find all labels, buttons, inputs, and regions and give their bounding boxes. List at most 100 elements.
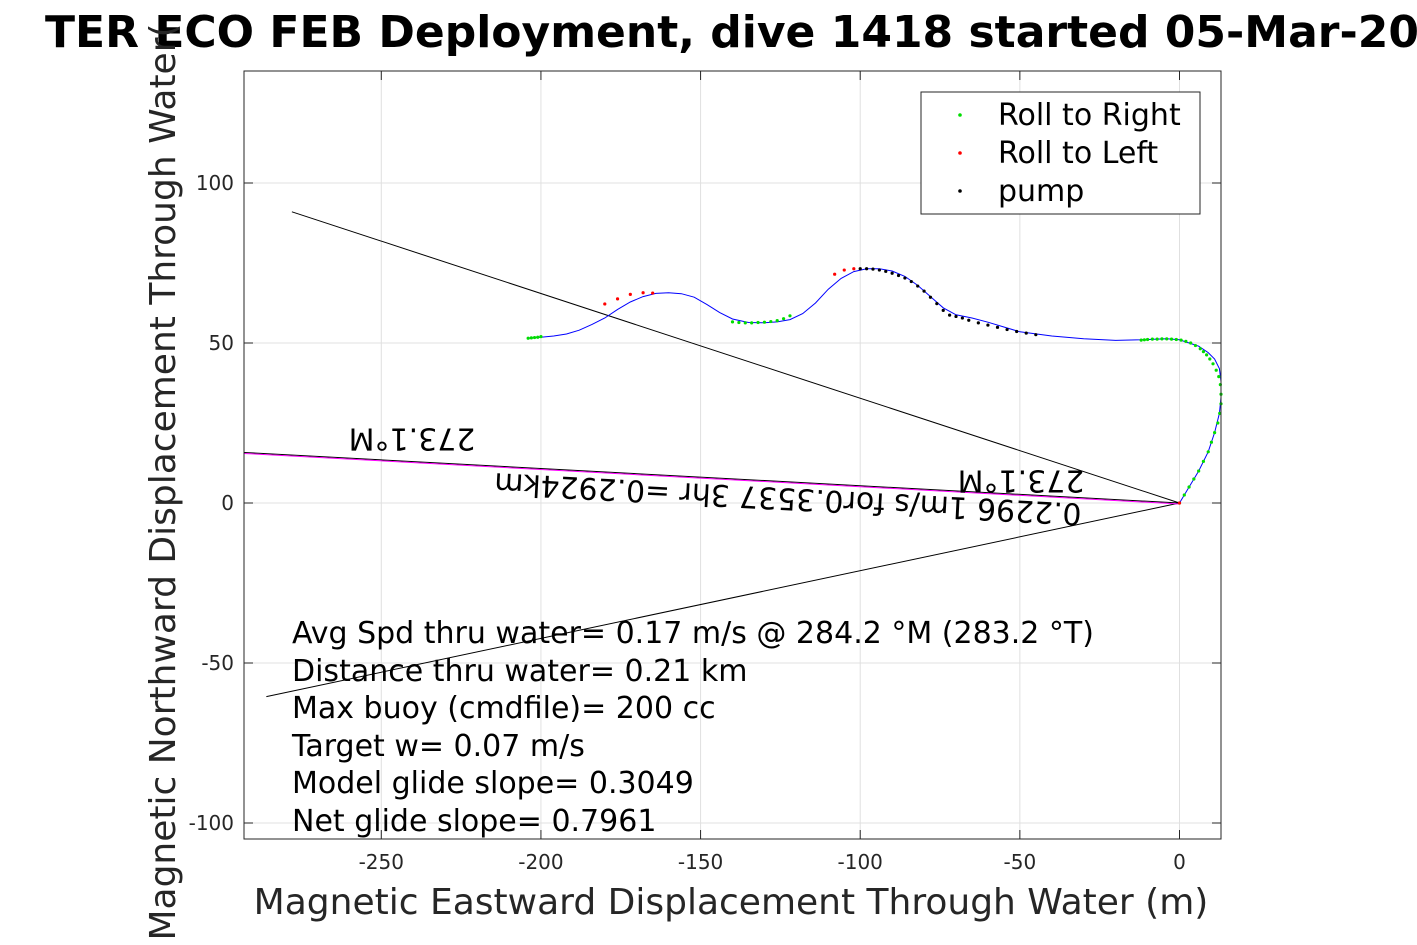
stat-distance: Distance thru water= 0.21 km (292, 654, 747, 689)
roll-right-point (1145, 337, 1150, 342)
pump-point (986, 323, 990, 327)
roll-right-point (1179, 338, 1183, 342)
reference-line (266, 502, 1180, 698)
ticks: -250 -200 -150 -100 -50 0 100 50 0 -50 -100 (189, 71, 1221, 874)
roll-right-point (1209, 440, 1214, 444)
x-tick-label: -200 (518, 850, 563, 874)
pump-point (928, 295, 933, 299)
roll-right-point (737, 320, 741, 325)
roll-right-point (750, 321, 754, 325)
pump-point (858, 267, 862, 271)
current-line (243, 452, 1180, 505)
legend-box (920, 91, 1201, 215)
roll-left-point (615, 297, 620, 301)
roll-left-point (651, 291, 655, 295)
roll-right-point (1205, 353, 1209, 357)
roll-right-point (769, 319, 773, 324)
roll-right-point (1211, 362, 1215, 366)
pump-point (909, 279, 913, 284)
roll-right-point (781, 317, 786, 321)
roll-left-point (641, 291, 645, 295)
grid (244, 71, 1221, 839)
roll-right-point (1198, 347, 1202, 351)
roll-right-point (1142, 338, 1146, 342)
pump-point (871, 267, 875, 271)
pump-point (948, 313, 952, 317)
roll-right-point (529, 336, 533, 340)
x-axis-label: Magnetic Eastward Displacement Through W… (254, 882, 1209, 923)
pump-point (960, 316, 964, 320)
x-tick-label: 0 (1173, 850, 1186, 874)
x-tick-label: -50 (1004, 850, 1037, 874)
legend: Roll to Right Roll to Left pump (920, 91, 1201, 215)
glider-track (528, 268, 1222, 504)
pump-point (864, 267, 869, 271)
roll-right-point (1174, 337, 1178, 342)
roll-right-point (1201, 350, 1206, 354)
roll-right-point (730, 320, 735, 324)
roll-right-point (1150, 337, 1154, 341)
roll-right-point (1189, 341, 1193, 345)
roll-right-point (1213, 431, 1217, 435)
pump-point (954, 314, 958, 319)
legend-label-pump: pump (998, 174, 1084, 209)
y-tick-label: -100 (189, 811, 234, 835)
roll-right-point (1139, 338, 1143, 342)
x-tick-label: -250 (359, 850, 404, 874)
roll-right-point (743, 321, 747, 325)
pump-point (967, 318, 971, 322)
legend-marker-roll-left (958, 151, 962, 155)
track-group (528, 268, 1222, 504)
pump-point (890, 271, 894, 275)
y-tick-label: 100 (196, 171, 234, 195)
roll-right-point (788, 314, 792, 318)
legend-label-roll-right: Roll to Right (998, 98, 1181, 133)
y-axis-label: Magnetic Northward Displacement Through … (143, 23, 184, 940)
roll-right-point (526, 336, 530, 340)
roll-right-point (1160, 337, 1164, 341)
x-tick-label: -150 (678, 850, 723, 874)
pump-point (1034, 333, 1038, 337)
pump-point (916, 284, 920, 288)
roll-right-point (1165, 337, 1169, 341)
x-tick-label: -100 (838, 850, 883, 874)
y-tick-label: -50 (201, 651, 234, 675)
roll-right-point (1169, 337, 1174, 341)
axes-box (243, 70, 1222, 840)
pump-point (884, 269, 888, 273)
stat-net-glide-slope: Net glide slope= 0.7961 (292, 804, 656, 839)
pump-point (976, 321, 980, 325)
chart-title: TER ECO FEB Deployment, dive 1418 starte… (45, 7, 1417, 58)
pump-point (896, 273, 901, 278)
roll-right-point (539, 335, 543, 339)
pump-point (941, 308, 945, 312)
pump-point (877, 268, 881, 272)
pump-point (935, 302, 939, 306)
pump-point (1015, 329, 1019, 334)
roll-right-point (1206, 450, 1210, 454)
roll-left-point (852, 267, 856, 271)
roll-right-point (1214, 368, 1218, 372)
pump-point (1024, 331, 1028, 335)
roll-right-point (756, 320, 760, 325)
heading-label-left: 273.1°M (349, 421, 476, 456)
roll-left-point (833, 272, 837, 276)
roll-right-point (1201, 459, 1206, 463)
stat-target-w: Target w= 0.07 m/s (291, 729, 585, 764)
reference-lines (266, 211, 1180, 698)
legend-marker-roll-right (958, 113, 962, 117)
pump-point (903, 276, 907, 280)
current-line-base (243, 451, 1180, 504)
y-tick-label: 50 (209, 331, 234, 355)
roll-right-point (1182, 493, 1186, 497)
heading-label-right: 273.1°M (958, 463, 1085, 498)
roll-right-point (1187, 485, 1191, 489)
pump-point (995, 325, 1000, 329)
roll-right-point (536, 335, 540, 339)
legend-label-roll-left: Roll to Left (998, 136, 1158, 171)
reference-line (291, 211, 1180, 504)
stat-avg-speed: Avg Spd thru water= 0.17 m/s @ 284.2 °M … (292, 616, 1094, 651)
roll-right-point (1216, 421, 1220, 425)
roll-right-point (1208, 357, 1212, 361)
